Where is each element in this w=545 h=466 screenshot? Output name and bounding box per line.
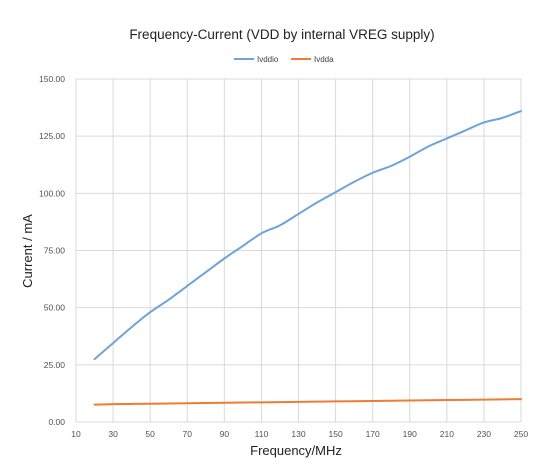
legend-label-ivddio: Ivddio [257,55,279,64]
x-tick-label: 50 [145,429,155,439]
y-tick-label: 125.00 [39,131,65,141]
x-tick-label: 90 [220,429,230,439]
x-axis-title: Frequency/MHz [250,443,342,458]
y-tick-label: 100.00 [39,188,65,198]
x-tick-label: 70 [183,429,193,439]
x-tick-label: 170 [366,429,380,439]
y-tick-label: 150.00 [39,74,65,84]
x-axis-ticks: 10 30 50 70 90 110 130 150 170 190 210 230 250 [71,429,528,439]
series-lines [93,110,522,406]
x-tick-label: 110 [255,429,269,439]
x-tick-label: 250 [514,429,528,439]
y-axis-title: Current / mA [20,214,35,288]
series-line-ivdda [93,398,522,406]
y-tick-label: 25.00 [44,360,66,370]
x-tick-label: 30 [108,429,118,439]
y-tick-label: 0.00 [48,417,65,427]
x-tick-label: 210 [440,429,454,439]
x-tick-label: 190 [403,429,417,439]
y-tick-label: 75.00 [44,246,66,256]
x-tick-label: 10 [71,429,81,439]
y-axis-ticks: 0.00 25.00 50.00 75.00 100.00 125.00 150.00 [39,74,65,427]
legend-label-ivdda: Ivdda [314,55,334,64]
x-tick-label: 130 [291,429,305,439]
grid [75,78,522,423]
series-line-ivddio [93,110,522,361]
y-tick-label: 50.00 [44,303,66,313]
legend: Ivddio Ivdda [234,55,334,64]
x-tick-label: 230 [477,429,491,439]
chart-title: Frequency-Current (VDD by internal VREG … [129,27,434,42]
x-tick-label: 150 [328,429,342,439]
